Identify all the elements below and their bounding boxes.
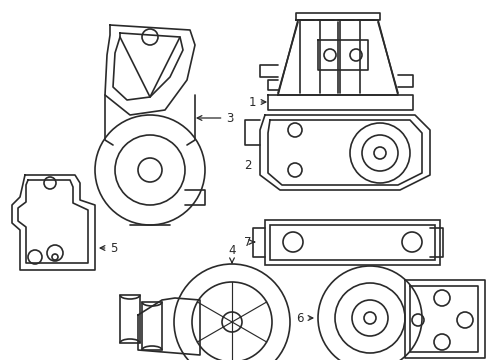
Text: 4: 4 [228, 243, 235, 263]
Text: 6: 6 [296, 311, 312, 324]
Bar [120, 295, 140, 343]
Bar [142, 302, 162, 350]
Text: 3: 3 [197, 112, 233, 125]
Bar [269, 225, 434, 260]
Bar [264, 220, 439, 265]
Text: 1: 1 [248, 95, 265, 108]
Text: 2: 2 [244, 158, 251, 171]
Text: 5: 5 [100, 242, 118, 255]
Text: 7: 7 [244, 235, 254, 248]
